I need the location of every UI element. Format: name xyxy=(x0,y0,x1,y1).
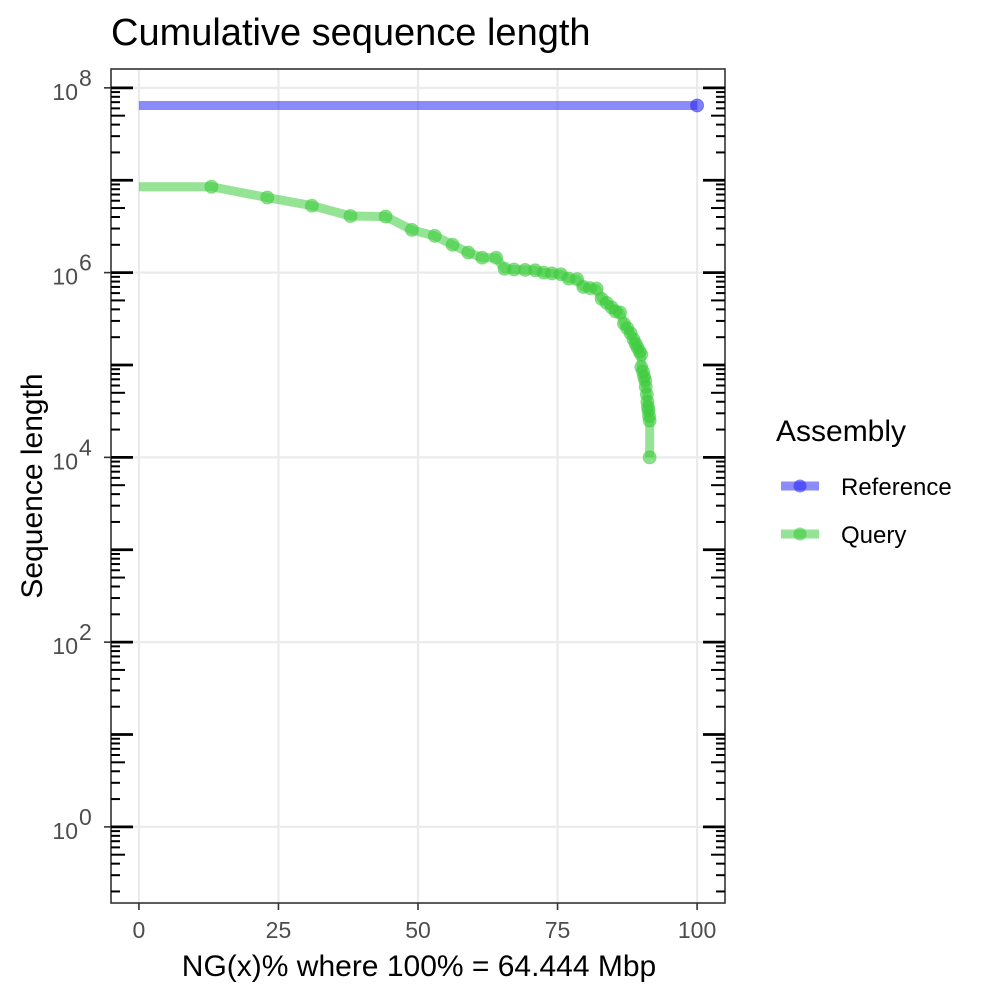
y-tick-label: 10 xyxy=(52,633,78,659)
data-point-query xyxy=(204,179,219,194)
y-tick-label: 10 xyxy=(52,448,78,474)
series-layer xyxy=(138,98,705,465)
x-tick-label: 100 xyxy=(678,917,716,943)
y-tick-label: 10 xyxy=(52,79,78,105)
legend-label: Reference xyxy=(841,474,952,501)
data-point-query xyxy=(642,450,657,465)
data-point-query xyxy=(445,237,460,252)
axis-ticks xyxy=(104,86,725,910)
grid xyxy=(111,69,725,903)
data-point-query xyxy=(404,222,419,237)
data-point-query xyxy=(634,347,649,362)
data-point-query xyxy=(489,250,504,265)
y-tick-label-exponent: 8 xyxy=(79,65,92,91)
data-point-query xyxy=(427,228,442,243)
data-point-query xyxy=(461,245,476,260)
y-tick-label-exponent: 2 xyxy=(79,619,92,645)
legend-title: Assembly xyxy=(776,415,906,448)
data-point-query xyxy=(378,209,393,224)
x-tick-label: 0 xyxy=(133,917,146,943)
data-point-query xyxy=(475,250,490,265)
chart-title: Cumulative sequence length xyxy=(111,12,591,54)
y-axis-title: Sequence length xyxy=(16,373,49,598)
legend-key-point xyxy=(793,527,807,541)
legend-label: Query xyxy=(841,522,906,549)
x-tick-label: 50 xyxy=(405,917,431,943)
x-axis-title: NG(x)% where 100% = 64.444 Mbp xyxy=(182,950,656,983)
data-point-query xyxy=(304,198,319,213)
y-tick-label-exponent: 0 xyxy=(79,804,92,830)
data-point-query xyxy=(260,190,275,205)
legend-key-point xyxy=(793,479,807,493)
legend: Assembly Reference Query xyxy=(776,415,952,549)
data-point-query xyxy=(343,209,358,224)
y-tick-label: 10 xyxy=(52,818,78,844)
y-tick-label-exponent: 4 xyxy=(79,434,92,460)
x-tick-label: 75 xyxy=(545,917,571,943)
y-tick-label-exponent: 6 xyxy=(79,250,92,276)
y-tick-label: 10 xyxy=(52,264,78,290)
data-point-query xyxy=(642,413,657,428)
x-tick-label: 25 xyxy=(266,917,292,943)
data-point-reference xyxy=(690,98,705,113)
